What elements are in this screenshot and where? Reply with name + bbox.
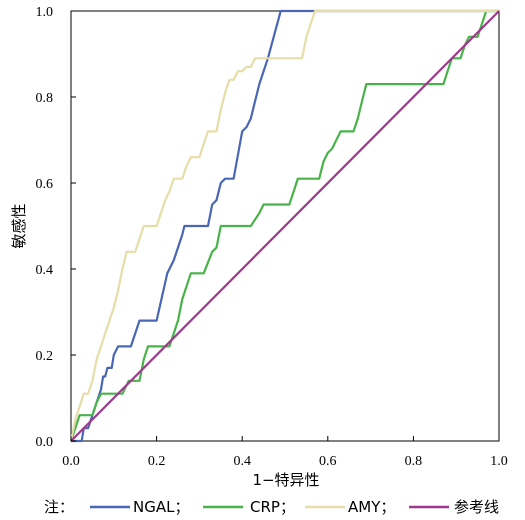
y-tick-label: 0.8 (36, 91, 54, 106)
y-axis: 0.0 0.2 0.4 0.6 0.8 1.0 (36, 5, 76, 450)
y-tick-label: 1.0 (36, 5, 54, 20)
series-line-0 (71, 9, 499, 443)
x-tick-label: 0.8 (405, 454, 423, 469)
series-layer (69, 9, 500, 443)
x-axis-title: 1−特异性 (252, 471, 319, 489)
y-tick-label: 0.0 (36, 435, 54, 450)
series-line-3 (70, 10, 500, 442)
plot-area (69, 9, 500, 443)
y-axis-title: 敏感性 (10, 203, 28, 248)
x-axis: 0.0 0.2 0.4 0.6 0.8 1.0 (62, 436, 508, 469)
legend-label-1: CRP； (250, 498, 295, 516)
y-tick-label: 0.4 (36, 263, 54, 278)
x-tick-label: 0.6 (319, 454, 337, 469)
legend: 注： NGAL； CRP； AMY； 参考线 (44, 498, 499, 516)
x-tick-label: 0.2 (148, 454, 166, 469)
legend-label-0: NGAL； (133, 498, 189, 516)
y-tick-label: 0.6 (36, 177, 54, 192)
x-tick-label: 0.0 (62, 454, 80, 469)
legend-prefix: 注： (44, 498, 74, 516)
legend-label-3: 参考线 (454, 498, 499, 516)
x-tick-label: 0.4 (233, 454, 251, 469)
series-line-2 (69, 9, 499, 442)
legend-label-2: AMY； (348, 498, 395, 516)
y-tick-label: 0.2 (36, 349, 54, 364)
x-tick-label: 1.0 (490, 454, 508, 469)
